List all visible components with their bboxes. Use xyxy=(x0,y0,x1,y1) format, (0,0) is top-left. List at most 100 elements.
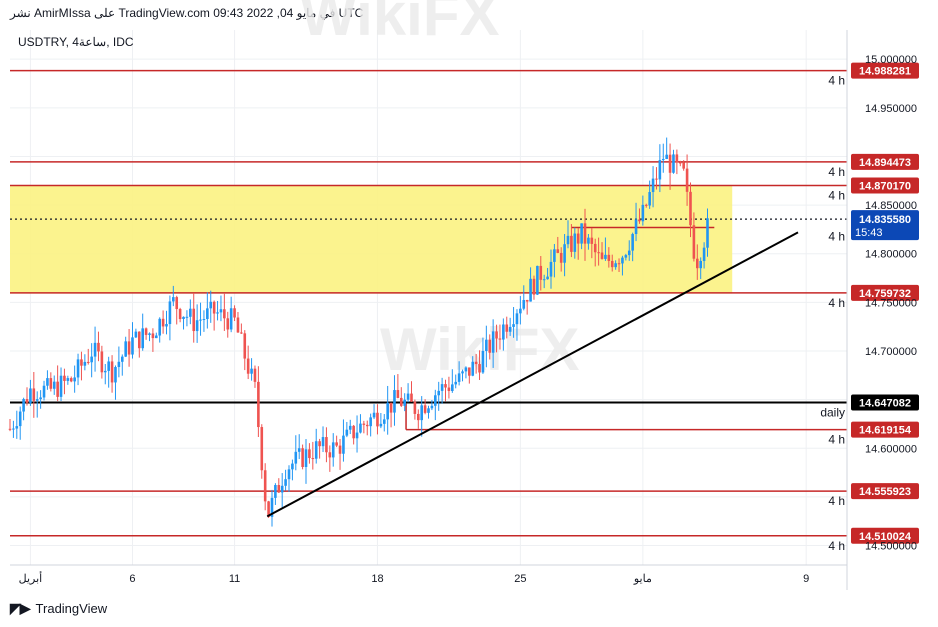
candle-body xyxy=(597,252,600,254)
candle-body xyxy=(352,425,355,439)
candle-body xyxy=(627,250,631,256)
tradingview-logo-icon: ◤▶ xyxy=(10,600,31,616)
zone-rect xyxy=(10,185,733,294)
candle-body xyxy=(410,393,413,402)
candle-body xyxy=(457,373,461,382)
candle-body xyxy=(63,375,66,381)
candle-body xyxy=(563,244,566,263)
candle-body xyxy=(202,319,206,321)
candle-body xyxy=(86,361,90,363)
candle-body xyxy=(175,297,179,310)
candle-body xyxy=(304,449,308,467)
candle-body xyxy=(127,341,131,355)
candle-body xyxy=(389,402,393,413)
candle-body xyxy=(287,469,291,480)
candle-body xyxy=(192,308,196,332)
level-badge-text: 14.894473 xyxy=(859,157,911,169)
level-badge xyxy=(851,421,919,438)
candle-body xyxy=(617,263,621,265)
x-tick-label: أبريل xyxy=(19,571,43,585)
candle-body xyxy=(15,426,19,429)
candle-body xyxy=(587,237,590,244)
candle-body xyxy=(253,368,257,382)
candle-body xyxy=(18,411,22,427)
candle-body xyxy=(206,308,209,320)
x-tick-label: 25 xyxy=(514,573,526,585)
candle-body xyxy=(621,257,624,264)
candle-body xyxy=(631,234,634,251)
candle-body xyxy=(556,249,560,253)
candle-body xyxy=(246,358,250,374)
candle-body xyxy=(689,191,692,226)
x-tick-label: مايو xyxy=(633,573,652,585)
candle-body xyxy=(644,204,648,206)
trendline[interactable] xyxy=(266,231,799,518)
candle-body xyxy=(682,162,685,169)
candle-body xyxy=(536,265,539,295)
candle-body xyxy=(59,375,63,397)
candle-body xyxy=(464,367,468,372)
level-tag: 4 h xyxy=(828,74,845,88)
candle-body xyxy=(308,449,311,459)
y-axis[interactable]: 14.988281 14.894473 14.870170 14.759732 14.6… xyxy=(846,30,919,590)
candle-body xyxy=(665,154,668,159)
candle-body xyxy=(165,324,168,327)
candle-body xyxy=(277,485,281,493)
candle-body xyxy=(471,361,475,376)
y-tick-label: 14.950000 xyxy=(865,103,917,115)
candle-body xyxy=(117,361,121,368)
candle-body xyxy=(216,312,219,314)
candle-body xyxy=(219,309,223,313)
candle-body xyxy=(274,485,277,498)
candle-body xyxy=(124,341,127,357)
candle-body xyxy=(546,276,549,280)
candle-body xyxy=(240,332,243,334)
candle-body xyxy=(675,154,679,163)
candle-body xyxy=(110,361,114,383)
candle-body xyxy=(189,308,192,317)
x-tick-label: 6 xyxy=(129,573,135,585)
candle-body xyxy=(624,255,628,258)
candle-body xyxy=(566,235,570,245)
candle-body xyxy=(338,445,342,454)
support-resistance-zone xyxy=(10,185,733,294)
candle-body xyxy=(144,328,148,335)
candle-body xyxy=(120,356,124,362)
candle-body xyxy=(614,263,617,268)
candle-body xyxy=(461,371,464,374)
candle-body xyxy=(692,225,696,259)
candle-body xyxy=(542,279,546,281)
y-tick-label: 14.600000 xyxy=(865,443,917,455)
candle-body xyxy=(451,384,454,391)
candle-body xyxy=(491,331,495,353)
candle-body xyxy=(485,339,488,351)
candle-body xyxy=(12,428,15,430)
candle-body xyxy=(311,458,315,460)
y-tick-label: 14.500000 xyxy=(865,541,917,553)
candle-body xyxy=(359,423,362,433)
candle-body xyxy=(52,381,56,389)
candle-body xyxy=(583,223,587,244)
candle-body xyxy=(440,384,444,391)
candle-body xyxy=(607,254,611,261)
candle-body xyxy=(199,319,202,321)
candle-body xyxy=(590,237,594,244)
level-tag: 4 h xyxy=(828,296,845,310)
candle-body xyxy=(604,254,607,259)
candle-body xyxy=(69,378,73,382)
candle-body xyxy=(406,393,410,400)
x-axis[interactable]: أبريل 6 11 18 25 مايو 9 xyxy=(10,564,847,585)
candle-body xyxy=(49,378,53,389)
candle-body xyxy=(56,381,59,397)
candle-body xyxy=(267,501,270,517)
candle-body xyxy=(158,318,162,336)
candle-body xyxy=(46,378,49,386)
candle-body xyxy=(168,301,172,325)
candle-body xyxy=(427,408,430,413)
level-badge-text: 14.619154 xyxy=(859,425,912,437)
x-tick-label: 9 xyxy=(803,573,809,585)
candle-body xyxy=(209,301,213,309)
candle-body xyxy=(661,158,665,161)
